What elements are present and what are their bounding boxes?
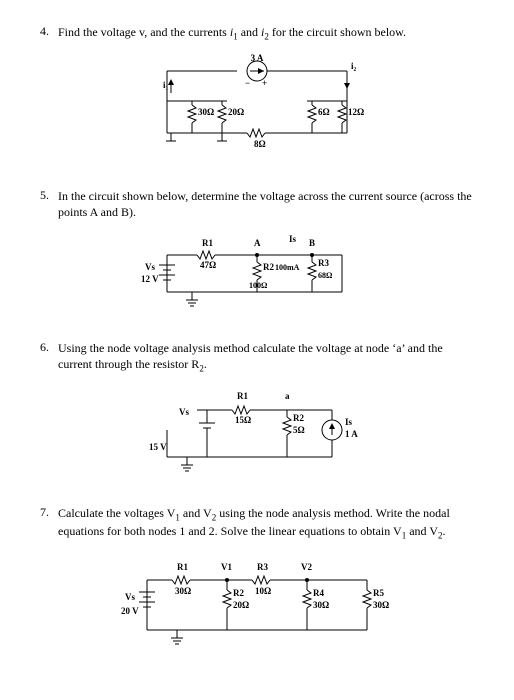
fig5-r2v: 100Ω [249,281,268,290]
fig7-v2: V2 [301,562,312,572]
figure-7: Vs 20 V R1 30Ω V1 R3 10Ω V2 R2 20Ω [40,552,474,662]
fig7-r5v: 30Ω [373,600,389,610]
fig5-is: Is [289,234,297,244]
problem-4-body: Find the voltage v, and the currents i1 … [58,24,474,43]
fig5-isval: 100mA [275,263,300,272]
fig4-vminus: − [245,78,250,88]
fig6-r1v: 15Ω [235,415,251,425]
problem-5: 5. In the circuit shown below, determine… [40,188,474,320]
fig4-r1: 30Ω [198,107,214,117]
fig5-vsval: 12 V [141,274,159,284]
problem-6-text: 6. Using the node voltage analysis metho… [40,340,474,375]
figure-4: 3 A − + i₁ i₂ 30Ω 20Ω [40,53,474,168]
fig6-a: a [285,391,290,401]
fig7-r3v: 10Ω [255,586,271,596]
problem-6: 6. Using the node voltage analysis metho… [40,340,474,485]
problem-4-num: 4. [40,24,58,43]
fig4-i2: i₂ [351,61,357,71]
fig6-vsv: 15 V [149,442,167,452]
fig6-is: Is [345,417,353,427]
problem-7: 7. Calculate the voltages V1 and V2 usin… [40,505,474,662]
fig7-r1v: 30Ω [175,586,191,596]
problem-7-num: 7. [40,505,58,542]
fig7-r2v: 20Ω [233,600,249,610]
fig4-top-label: 3 A [251,53,264,63]
fig6-isv: 1 A [345,429,358,439]
fig7-r2: R2 [233,588,244,598]
fig6-vs: Vs [179,407,189,417]
fig5-r1: R1 [202,238,213,248]
fig4-r3: 6Ω [318,107,330,117]
fig7-vsv: 20 V [121,606,139,616]
fig4-rb: 8Ω [254,139,266,149]
fig7-r5: R5 [373,588,384,598]
fig4-r2: 20Ω [228,107,244,117]
problem-6-num: 6. [40,340,58,375]
fig5-r2: R2 [263,262,274,272]
problem-5-body: In the circuit shown below, determine th… [58,188,474,220]
fig7-r4v: 30Ω [313,600,329,610]
fig7-r1: R1 [177,562,188,572]
fig7-vs: Vs [125,592,135,602]
fig5-r1v: 47Ω [200,260,216,270]
fig4-r4: 12Ω [348,107,364,117]
fig5-r3: R3 [318,258,329,268]
problem-4: 4. Find the voltage v, and the currents … [40,24,474,168]
fig7-r3: R3 [257,562,268,572]
fig6-r2v: 5Ω [293,425,305,435]
fig4-vplus: + [262,78,267,88]
problem-4-text: 4. Find the voltage v, and the currents … [40,24,474,43]
figure-5: Vs 12 V R1 47Ω A Is B R2 100Ω [40,230,474,320]
problem-6-body: Using the node voltage analysis method c… [58,340,474,375]
fig5-vs: Vs [145,262,155,272]
fig7-r4: R4 [313,588,324,598]
problem-7-body: Calculate the voltages V1 and V2 using t… [58,505,474,542]
fig5-A: A [254,238,261,248]
fig6-r1: R1 [237,391,248,401]
fig5-r3v: 68Ω [318,271,333,280]
figure-6: Vs R1 15Ω a R2 5Ω Is 1 A [40,385,474,485]
fig7-v1: V1 [221,562,232,572]
problem-7-text: 7. Calculate the voltages V1 and V2 usin… [40,505,474,542]
fig6-r2: R2 [293,413,304,423]
fig5-B: B [309,238,315,248]
problem-5-text: 5. In the circuit shown below, determine… [40,188,474,220]
fig4-i1: i₁ [163,80,169,90]
problem-5-num: 5. [40,188,58,220]
